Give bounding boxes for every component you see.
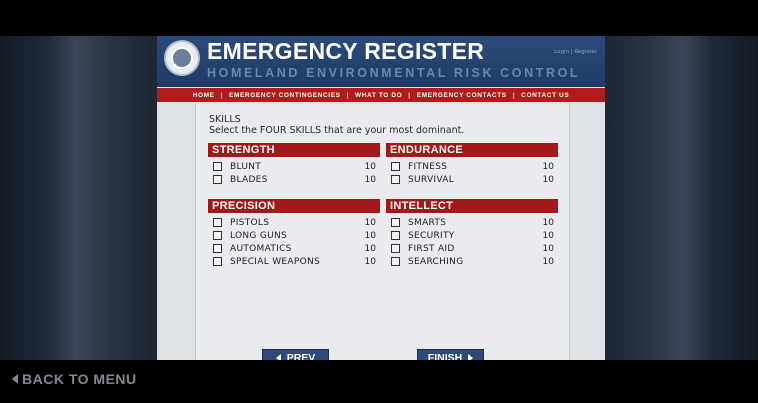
site-subtitle: HOMELAND ENVIRONMENTAL RISK CONTROL — [207, 66, 581, 80]
skills-form: SKILLS Select the FOUR SKILLS that are y… — [195, 104, 570, 366]
nav-what-to-do[interactable]: WHAT TO DO — [355, 91, 403, 99]
login-register-link[interactable]: Login | Register — [554, 49, 597, 55]
category-precision: PRECISION PISTOLS 10 LONG GUNS 10 AUTOMATI… — [208, 199, 380, 268]
skill-name: SMARTS — [408, 217, 447, 228]
skill-value: 10 — [364, 230, 376, 241]
seal-logo-icon — [164, 40, 200, 76]
nav-separator: | — [512, 91, 516, 99]
skill-name: SECURITY — [408, 230, 455, 241]
skill-row[interactable]: SECURITY 10 — [386, 229, 558, 242]
nav-separator: | — [408, 91, 411, 99]
back-to-menu-label: BACK TO MENU — [22, 371, 137, 387]
skill-name: FITNESS — [408, 161, 448, 172]
skill-row[interactable]: FIRST AID 10 — [386, 242, 558, 255]
skill-name: LONG GUNS — [230, 230, 288, 241]
skill-name: SEARCHING — [408, 256, 464, 267]
skill-name: FIRST AID — [408, 243, 455, 254]
category-title: STRENGTH — [208, 143, 380, 157]
skill-value: 10 — [542, 161, 554, 172]
skill-name: PISTOLS — [230, 217, 270, 228]
nav-home[interactable]: HOME — [192, 91, 215, 99]
skill-row[interactable]: BLADES 10 — [208, 173, 380, 186]
skill-value: 10 — [542, 174, 554, 185]
skill-checkbox[interactable] — [213, 175, 222, 184]
skill-row[interactable]: SURVIVAL 10 — [386, 173, 558, 186]
register-panel: EMERGENCY REGISTER HOMELAND ENVIRONMENTA… — [157, 36, 605, 366]
category-title: INTELLECT — [386, 199, 558, 213]
skill-value: 10 — [542, 217, 554, 228]
skills-heading: SKILLS — [209, 114, 241, 125]
category-title: PRECISION — [208, 199, 380, 213]
skill-row[interactable]: SMARTS 10 — [386, 216, 558, 229]
skill-checkbox[interactable] — [391, 175, 400, 184]
skill-value: 10 — [364, 217, 376, 228]
skill-checkbox[interactable] — [391, 244, 400, 253]
bottom-letterbox — [0, 360, 758, 403]
category-intellect: INTELLECT SMARTS 10 SECURITY 10 FIRST AID 1… — [386, 199, 558, 268]
skill-value: 10 — [364, 243, 376, 254]
skill-checkbox[interactable] — [213, 162, 222, 171]
skill-value: 10 — [542, 256, 554, 267]
category-strength: STRENGTH BLUNT 10 BLADES 10 — [208, 143, 380, 186]
skill-row[interactable]: FITNESS 10 — [386, 160, 558, 173]
skill-checkbox[interactable] — [213, 218, 222, 227]
nav-separator: | — [220, 91, 224, 99]
skill-value: 10 — [364, 256, 376, 267]
skill-checkbox[interactable] — [213, 257, 222, 266]
skill-value: 10 — [364, 174, 376, 185]
skill-value: 10 — [364, 161, 376, 172]
nav-contact-us[interactable]: CONTACT US — [521, 91, 570, 99]
nav-bar: HOME | EMERGENCY CONTINGENCIES | WHAT TO… — [157, 88, 605, 102]
back-to-menu-button[interactable]: BACK TO MENU — [12, 371, 137, 387]
skill-name: BLADES — [230, 174, 268, 185]
nav-emergency-contacts[interactable]: EMERGENCY CONTACTS — [416, 91, 507, 99]
skill-value: 10 — [542, 230, 554, 241]
skill-row[interactable]: SEARCHING 10 — [386, 255, 558, 268]
skill-checkbox[interactable] — [391, 231, 400, 240]
skill-row[interactable]: BLUNT 10 — [208, 160, 380, 173]
skill-checkbox[interactable] — [391, 218, 400, 227]
skill-checkbox[interactable] — [213, 244, 222, 253]
skill-name: AUTOMATICS — [230, 243, 292, 254]
top-letterbox — [0, 0, 758, 36]
site-title: EMERGENCY REGISTER — [207, 38, 485, 64]
skill-name: BLUNT — [230, 161, 262, 172]
category-title: ENDURANCE — [386, 143, 558, 157]
arrow-left-icon — [275, 353, 281, 362]
skill-row[interactable]: AUTOMATICS 10 — [208, 242, 380, 255]
skill-row[interactable]: SPECIAL WEAPONS 10 — [208, 255, 380, 268]
skill-row[interactable]: PISTOLS 10 — [208, 216, 380, 229]
skill-value: 10 — [542, 243, 554, 254]
arrow-left-icon — [12, 374, 18, 384]
skills-instruction: Select the FOUR SKILLS that are your mos… — [209, 125, 465, 136]
site-header: EMERGENCY REGISTER HOMELAND ENVIRONMENTA… — [157, 36, 605, 87]
skill-checkbox[interactable] — [213, 231, 222, 240]
skill-checkbox[interactable] — [391, 257, 400, 266]
skill-checkbox[interactable] — [391, 162, 400, 171]
nav-separator: | — [346, 91, 349, 99]
nav-emergency-contingencies[interactable]: EMERGENCY CONTINGENCIES — [229, 91, 341, 99]
skill-name: SPECIAL WEAPONS — [230, 256, 320, 267]
skill-row[interactable]: LONG GUNS 10 — [208, 229, 380, 242]
skill-name: SURVIVAL — [408, 174, 455, 185]
category-endurance: ENDURANCE FITNESS 10 SURVIVAL 10 — [386, 143, 558, 186]
arrow-right-icon — [468, 353, 474, 362]
